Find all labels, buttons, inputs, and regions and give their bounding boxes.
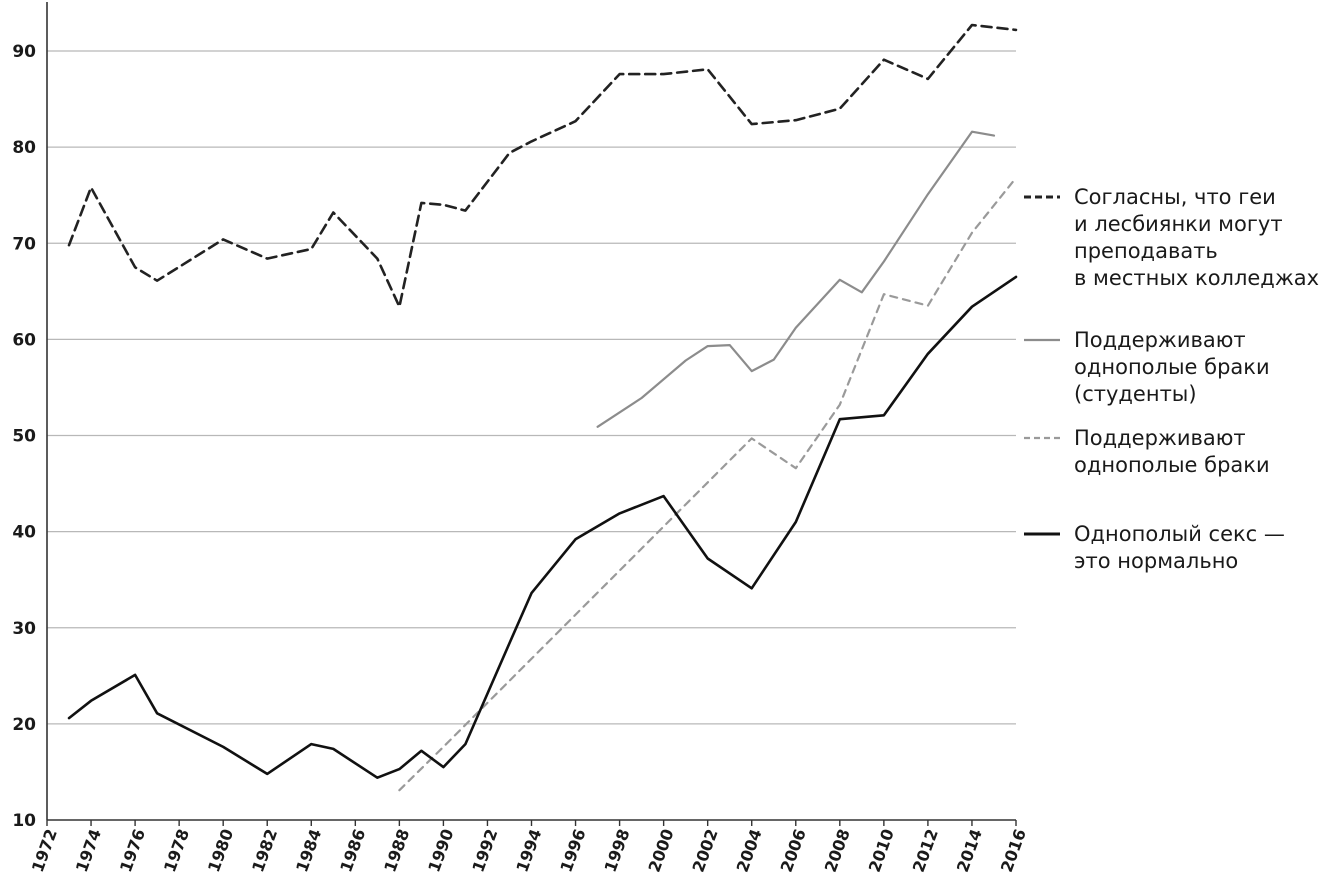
x-tick-label: 2000 [645,826,678,874]
legend-label: Поддерживают [1074,426,1246,450]
x-tick-label: 1980 [204,826,237,874]
x-axis-ticks: 1972 1974 1976 1978 1980 1982 1984 1986 1988 1990… [28,820,1030,875]
x-tick-label: 1988 [380,826,413,874]
series-line-0 [67,23,1018,309]
x-tick-label: 1974 [72,826,105,874]
x-tick-label: 2004 [733,826,766,874]
x-tick-label: 2014 [953,826,986,874]
x-tick-label: 1976 [116,826,149,874]
legend-label: Согласны, что геи [1074,185,1276,209]
y-axis-ticks: 10 20 30 40 50 60 70 80 90 [12,42,36,831]
series-line-2 [398,176,1018,792]
x-tick-label: 1982 [248,826,281,874]
x-tick-label: 1992 [468,826,501,874]
series-lines [67,23,1018,792]
y-tick-label: 60 [12,330,36,350]
legend-label: (студенты) [1074,382,1197,406]
y-tick-label: 50 [12,427,36,447]
x-tick-label: 2002 [689,826,722,874]
legend-label: Поддерживают [1074,328,1246,352]
legend-label: в местных колледжах [1074,266,1319,290]
x-tick-label: 1996 [556,826,589,874]
x-tick-label: 1978 [160,826,193,874]
x-tick-label: 2012 [909,826,942,874]
x-tick-label: 2010 [865,826,898,874]
x-tick-label: 1986 [336,826,369,874]
gridlines [47,50,1016,725]
legend-label: Однополый секс — [1074,522,1285,546]
y-tick-label: 90 [12,42,36,62]
y-tick-label: 20 [12,715,36,735]
axes [46,2,1016,821]
x-tick-label: 1972 [28,826,61,874]
y-tick-label: 30 [12,619,36,639]
y-tick-label: 80 [12,138,36,158]
legend: Согласны, что геи и лесбиянки могут препод… [1024,185,1319,573]
x-tick-label: 2006 [777,826,810,874]
x-tick-label: 1998 [600,826,633,874]
legend-label: преподавать [1074,239,1218,263]
series-line-1 [596,130,996,428]
series-line-3 [67,275,1018,780]
legend-label: и лесбиянки могут [1074,212,1283,236]
y-tick-label: 40 [12,523,36,543]
x-tick-label: 1984 [292,826,325,874]
legend-label: однополые браки [1074,355,1270,379]
y-tick-label: 10 [12,811,36,831]
x-tick-label: 2016 [997,826,1030,874]
y-tick-label: 70 [12,234,36,254]
x-tick-label: 1994 [512,826,545,874]
legend-label: однополые браки [1074,453,1270,477]
x-tick-label: 1990 [424,826,457,874]
legend-label: это нормально [1074,549,1238,573]
x-tick-label: 2008 [821,826,854,874]
